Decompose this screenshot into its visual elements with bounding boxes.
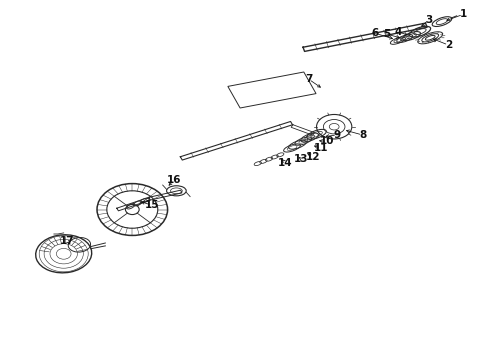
Text: 16: 16: [167, 175, 181, 185]
Text: 1: 1: [460, 9, 466, 19]
Text: 10: 10: [320, 136, 335, 147]
Text: 7: 7: [305, 74, 313, 84]
Text: 8: 8: [359, 130, 366, 140]
Text: 17: 17: [60, 236, 75, 246]
Text: 9: 9: [334, 130, 341, 140]
Text: 12: 12: [305, 152, 320, 162]
Text: 2: 2: [445, 40, 452, 50]
Text: 14: 14: [278, 158, 293, 168]
Text: 13: 13: [294, 154, 309, 164]
Text: 11: 11: [314, 143, 328, 153]
Text: 6: 6: [371, 28, 378, 38]
Text: 3: 3: [425, 15, 432, 25]
Text: 4: 4: [394, 27, 402, 37]
Text: 5: 5: [384, 29, 391, 39]
Text: 15: 15: [145, 200, 159, 210]
